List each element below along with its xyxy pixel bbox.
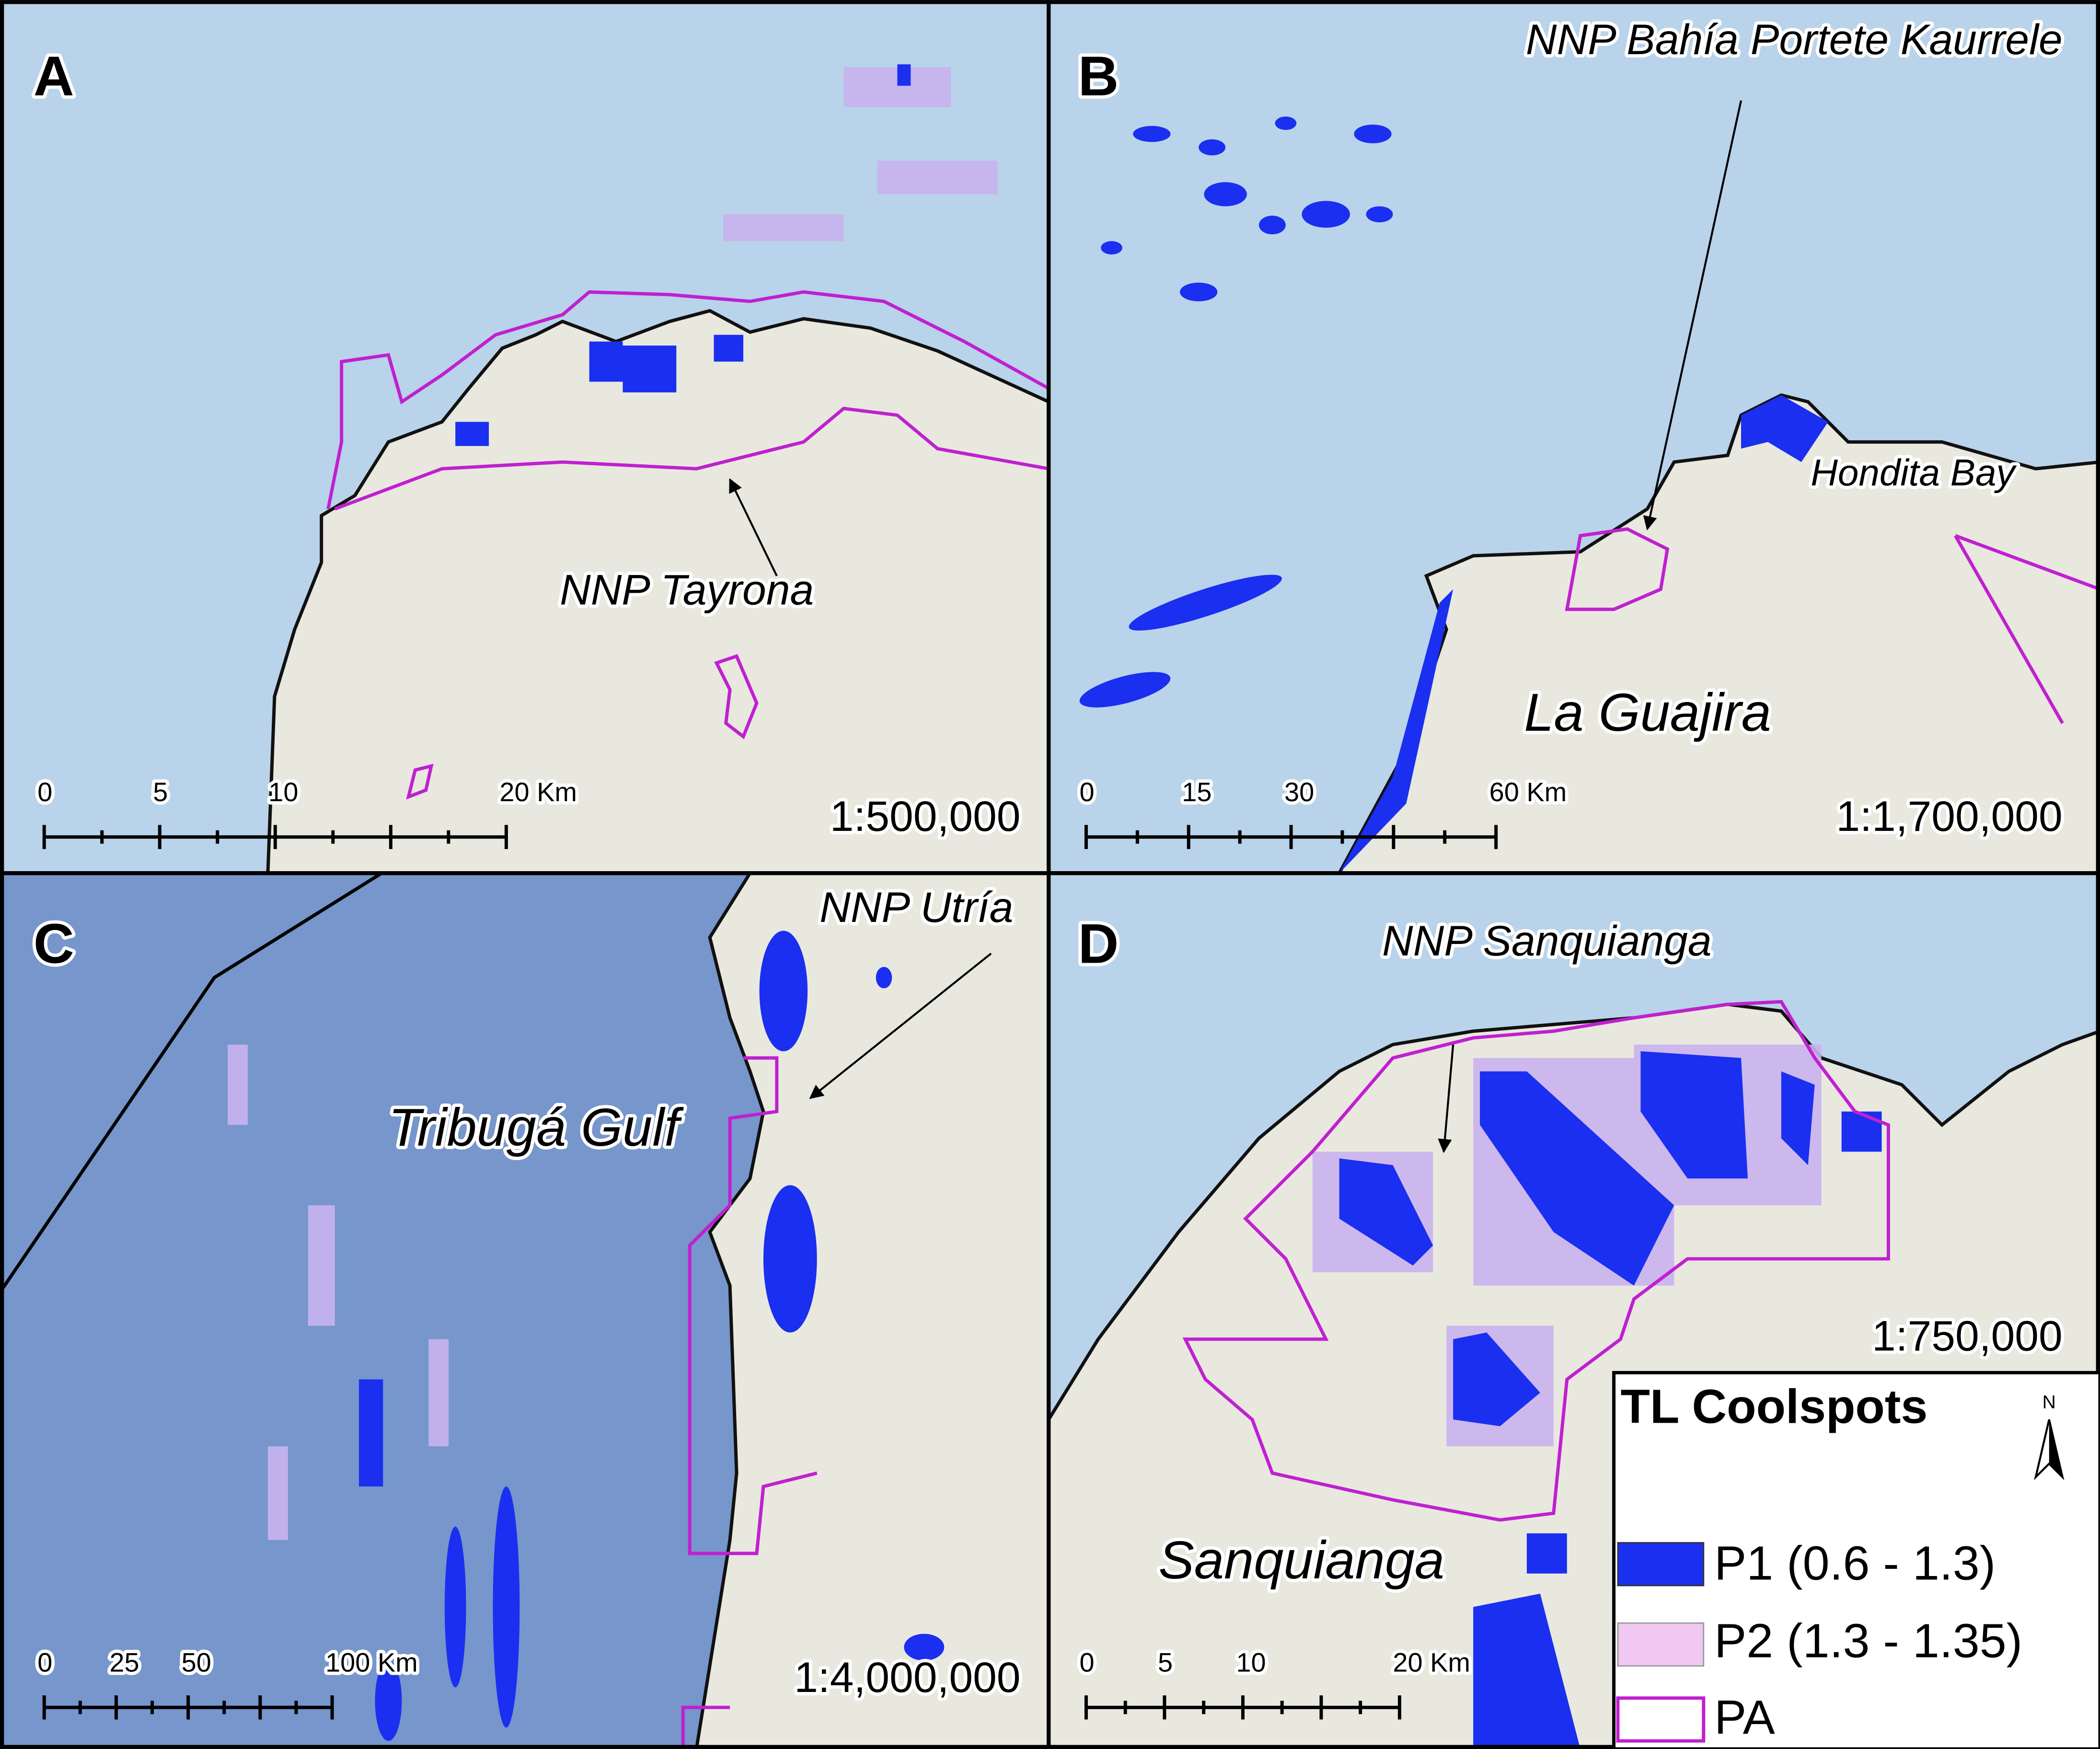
map-label: NNP Tayrona [560,566,814,614]
north-label: N [2042,1392,2056,1413]
scale-bar-label: 20 Km [1393,1647,1470,1678]
legend-item: PA [1714,1691,1775,1744]
scale-bar-label: 5 [153,777,168,807]
scale-bar-label: 10 [1236,1647,1266,1678]
map-label: NNP Sanquianga [1382,917,1712,965]
scale-bar-label: 10 [268,777,298,807]
scale-bar-label: 15 [1182,777,1212,807]
legend-item: P2 (1.3 - 1.35) [1714,1614,2022,1668]
map-a [0,0,1049,874]
legend: TL Coolspots N P1 (0.6 - 1.3) P2 (1.3 - … [1612,1371,2100,1749]
map-scale: 1:4,000,000 [794,1653,1020,1701]
scale-bar-label: 30 [1284,777,1314,807]
scale-bar-label: 5 [1158,1647,1173,1678]
map-scale: 1:1,700,000 [1836,792,2062,840]
scale-bar-label: 60 Km [1489,777,1567,807]
map-label: NNP Bahía Portete Kaurrele [1526,15,2063,63]
map-scale: 1:750,000 [1872,1312,2063,1359]
scale-bar: 0 25 50 100 Km [34,1644,421,1720]
map-scale: 1:500,000 [830,792,1021,840]
scale-bar-label: 100 Km [325,1647,418,1678]
map-label: Sanquianga [1158,1530,1444,1590]
map-c [0,873,1049,1749]
map-label: Hondita Bay [1811,451,2017,494]
map-label: La Guajira [1524,682,1771,742]
panel-letter: A [34,45,74,107]
panel-letter: B [1078,45,1119,107]
scale-bar-label: 50 [182,1647,211,1678]
legend-title: TL Coolspots [1621,1380,1928,1433]
scale-bar-label: 0 [37,777,52,807]
scale-bar: 0 15 30 60 Km [1076,773,1570,849]
scale-bar-label: 0 [1079,777,1094,807]
map-label: NNP Utría [819,883,1013,931]
scale-bar-label: 0 [37,1647,52,1678]
scale-bar-label: 25 [109,1647,139,1678]
scale-bars: 0 5 10 20 Km 0 15 30 60 Km 0 25 50 100 Km 0 5 10 20 Km [34,773,1570,1720]
scale-bar: 0 5 10 20 Km [1076,1644,1474,1720]
panel-letter: D [1078,912,1119,975]
map-b [1049,0,2100,874]
scale-bar-label: 0 [1079,1647,1094,1678]
scale-bar-label: 20 Km [499,777,577,807]
map-label: Tribugá Gulf [388,1097,684,1157]
panel-letter: C [34,912,74,975]
scale-bar: 0 5 10 20 Km [34,773,580,849]
legend-item: P1 (0.6 - 1.3) [1714,1536,1996,1590]
